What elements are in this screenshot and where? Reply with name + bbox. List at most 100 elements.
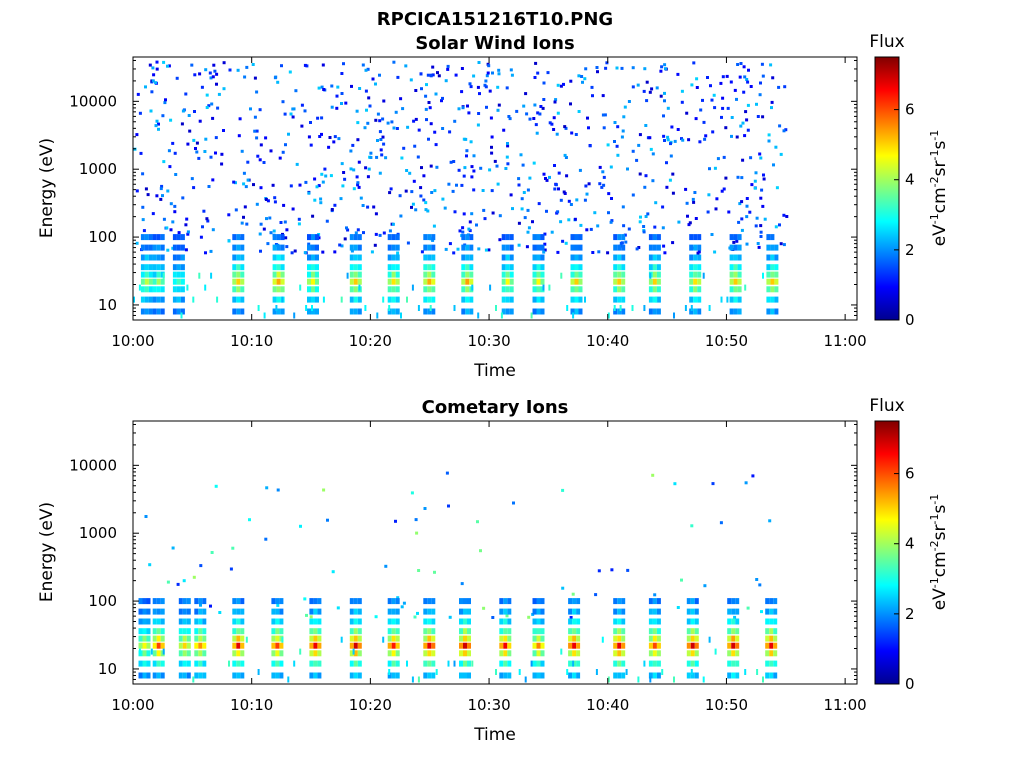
spectrogram-cell: [198, 635, 203, 642]
spectrogram-cell: [624, 240, 628, 244]
spectrogram-cell: [414, 117, 418, 121]
spectrogram-cell: [182, 579, 186, 583]
spectrogram-cell: [759, 196, 763, 200]
spectrogram-cell: [305, 305, 308, 311]
spectrogram-cell: [568, 672, 573, 679]
spectrogram-cell: [505, 264, 510, 271]
spectrogram-cell: [489, 116, 493, 120]
spectrogram-cell: [689, 296, 694, 303]
spectrogram-cell: [536, 271, 541, 278]
spectrogram-cell: [526, 208, 530, 212]
colorbar-tick-label: 2: [905, 241, 915, 259]
spectrogram-cell: [617, 244, 622, 251]
spectrogram-cell: [423, 650, 428, 657]
spectrogram-cell: [621, 650, 626, 657]
spectrogram-cell: [411, 284, 414, 291]
spectrogram-cell: [465, 234, 470, 241]
spectrogram-cell: [769, 642, 774, 649]
spectrogram-cell: [387, 271, 392, 278]
spectrogram-cell: [349, 628, 354, 635]
colorbar-tick-label: 0: [905, 675, 915, 693]
spectrogram-cell: [374, 615, 378, 619]
spectrogram-cell: [662, 134, 666, 138]
spectrogram-cell: [242, 182, 246, 186]
spectrogram-cell: [240, 286, 245, 293]
spectrogram-cell: [690, 660, 695, 667]
spectrogram-cell: [236, 264, 241, 271]
spectrogram-cell: [770, 264, 775, 271]
spectrogram-cell: [391, 271, 396, 278]
spectrogram-cell: [690, 305, 693, 311]
spectrogram-cell: [773, 598, 778, 605]
spectrogram-cell: [152, 642, 157, 649]
spectrogram-cell: [311, 278, 315, 285]
spectrogram-cell: [417, 676, 420, 683]
spectrogram-cell: [574, 234, 579, 241]
spectrogram-cell: [766, 264, 771, 271]
spectrogram-cell: [309, 143, 313, 147]
spectrogram-cell: [315, 185, 319, 189]
spectrogram-cell: [686, 598, 691, 605]
spectrogram-cell: [509, 244, 514, 251]
spectrogram-cell: [540, 635, 545, 642]
spectrogram-cell: [361, 204, 365, 207]
spectrogram-cell: [532, 271, 537, 278]
spectrogram-cell: [336, 85, 340, 89]
spectrogram-cell: [431, 73, 435, 77]
spectrogram-cell: [625, 669, 628, 675]
spectrogram-cell: [160, 308, 165, 315]
spectrogram-cell: [304, 180, 308, 184]
spectrogram-cell: [701, 98, 704, 102]
y-tick-label: 10000: [69, 92, 117, 110]
spectrogram-cell: [774, 296, 779, 303]
spectrogram-cell: [586, 116, 589, 120]
spectrogram-cell: [648, 296, 653, 303]
spectrogram-cell: [783, 85, 787, 89]
spectrogram-cell: [740, 217, 744, 221]
spectrogram-cell: [654, 201, 658, 205]
spectrogram-cell: [431, 650, 436, 657]
spectrogram-cell: [642, 230, 646, 234]
spectrogram-cell: [690, 672, 695, 679]
spectrogram-cell: [275, 642, 280, 649]
spectrogram-cell: [607, 676, 610, 683]
spectrogram-cell: [391, 244, 396, 251]
spectrogram-cell: [164, 98, 167, 102]
spectrogram-cell: [472, 74, 476, 78]
spectrogram-cell: [722, 187, 726, 191]
spectrogram-cell: [744, 481, 748, 485]
spectrogram-cell: [535, 131, 539, 135]
spectrogram-cell: [402, 601, 406, 605]
spectrogram-cell: [182, 618, 187, 625]
spectrogram-cell: [453, 305, 456, 311]
spectrogram-cell: [300, 124, 304, 128]
spectrogram-cell: [660, 65, 664, 69]
spectrogram-cell: [465, 254, 470, 261]
x-tick-label: 10:10: [230, 696, 273, 714]
spectrogram-cell: [735, 97, 738, 101]
spectrogram-cell: [724, 126, 728, 130]
spectrogram-cell: [666, 138, 670, 142]
spectrogram-cell: [141, 218, 145, 222]
spectrogram-cell: [554, 98, 558, 102]
spectrogram-cell: [598, 165, 602, 169]
spectrogram-cell: [737, 271, 742, 278]
spectrogram-cell: [152, 660, 157, 667]
spectrogram-cell: [289, 184, 293, 188]
spectrogram-cell: [326, 518, 329, 522]
spectrogram-cell: [156, 618, 161, 625]
spectrogram-cell: [255, 129, 259, 133]
spectrogram-cell: [374, 82, 377, 86]
spectrogram-cell: [694, 642, 699, 649]
spectrogram-cell: [423, 642, 428, 649]
spectrogram-cell: [536, 244, 541, 251]
spectrogram-cell: [610, 219, 614, 223]
spectrogram-cell: [609, 220, 613, 224]
spectrogram-cell: [319, 201, 323, 205]
spectrogram-cell: [568, 598, 573, 605]
spectrogram-cell: [543, 242, 547, 246]
spectrogram-cell: [146, 660, 151, 667]
spectrogram-cell: [656, 286, 661, 293]
spectrogram-cell: [349, 278, 354, 285]
spectrogram-cell: [735, 660, 740, 667]
